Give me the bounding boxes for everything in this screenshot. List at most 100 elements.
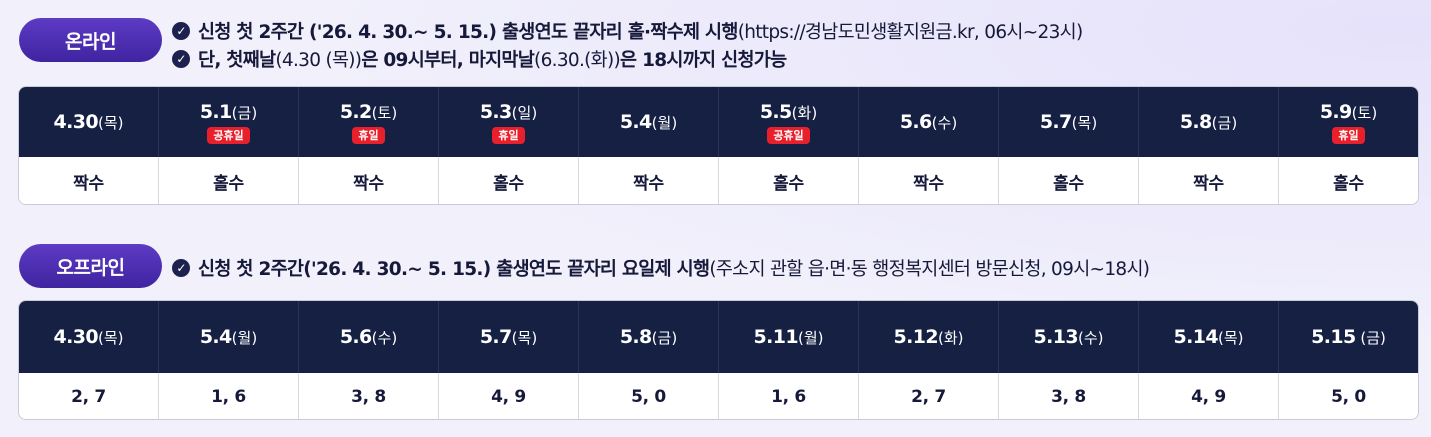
offline-date-cell: 5.12(화): [859, 301, 999, 373]
offline-header-row: 4.30(목) 5.4(월) 5.6(수) 5.7(목) 5.8(금) 5.11(월) 5.…: [19, 301, 1418, 373]
offline-value-cell: 4, 9: [1139, 373, 1279, 419]
date-number: 5.1: [199, 100, 232, 123]
online-value-cell: 홀수: [1279, 157, 1418, 204]
holiday-badge: 공휴일: [767, 126, 810, 144]
online-note-2-bold-3: 은 18시까지 신청가능: [620, 50, 787, 71]
online-value-cell: 홀수: [159, 157, 299, 204]
offline-note-1: ✓ 신청 첫 2주간('26. 4. 30.~ 5. 15.) 출생연도 끝자리…: [172, 254, 1150, 282]
date-label: 5.6(수): [900, 111, 957, 134]
value-text: 1, 6: [211, 387, 246, 407]
value-text: 홀수: [213, 173, 244, 194]
online-date-cell: 4.30(목): [19, 87, 159, 157]
online-value-row: 짝수 홀수 짝수 홀수 짝수 홀수 짝수 홀수 짝수 홀수: [19, 157, 1418, 204]
value-text: 4, 9: [491, 387, 526, 407]
date-label: 5.8(금): [1180, 111, 1237, 134]
date-label: 5.14(목): [1174, 326, 1244, 349]
value-text: 짝수: [913, 173, 944, 194]
offline-value-cell: 1, 6: [719, 373, 859, 419]
offline-value-cell: 4, 9: [439, 373, 579, 419]
check-circle-icon: ✓: [172, 259, 190, 277]
date-number: 5.2: [339, 100, 372, 123]
offline-notes: ✓ 신청 첫 2주간('26. 4. 30.~ 5. 15.) 출생연도 끝자리…: [172, 254, 1150, 282]
online-note-2-bold-2: 은 09시부터, 마지막날: [361, 50, 535, 71]
online-note-2-bold: 단, 첫째날: [198, 50, 276, 71]
date-number: 5.15: [1311, 325, 1356, 348]
day-of-week: (금): [1355, 328, 1386, 347]
day-of-week: (목): [1071, 113, 1098, 132]
day-of-week: (월): [231, 328, 258, 347]
value-text: 5, 0: [1331, 387, 1366, 407]
online-value-cell: 짝수: [1139, 157, 1279, 204]
date-number: 5.7: [1039, 110, 1072, 133]
day-of-week: (목): [511, 328, 538, 347]
online-header-row: 4.30(목) 5.1(금) 공휴일 5.2(토) 휴일 5.3(일) 휴일 5.4(월) 5.…: [19, 87, 1418, 157]
day-of-week: (금): [651, 328, 678, 347]
date-label: 4.30(목): [54, 111, 124, 134]
date-label: 5.4(월): [620, 111, 677, 134]
check-circle-icon: ✓: [172, 22, 190, 40]
date-number: 5.12: [893, 325, 939, 348]
date-label: 5.4(월): [200, 326, 257, 349]
date-label: 5.7(목): [480, 326, 537, 349]
offline-value-cell: 2, 7: [19, 373, 159, 419]
date-number: 4.30: [53, 325, 99, 348]
date-number: 5.6: [339, 325, 372, 348]
day-of-week: (금): [231, 103, 258, 122]
offline-value-cell: 2, 7: [859, 373, 999, 419]
offline-value-cell: 5, 0: [1279, 373, 1418, 419]
date-label: 5.15 (금): [1311, 326, 1386, 349]
offline-date-cell: 5.14(목): [1139, 301, 1279, 373]
offline-note-1-light: (주소지 관할 읍·면·동 행정복지센터 방문신청, 09시~18시): [709, 259, 1150, 280]
online-label: 온라인: [19, 18, 162, 62]
day-of-week: (토): [1351, 103, 1378, 122]
value-text: 2, 7: [911, 387, 946, 407]
date-number: 5.13: [1033, 325, 1079, 348]
date-number: 5.14: [1173, 325, 1219, 348]
holiday-badge: 휴일: [352, 126, 385, 144]
holiday-badge: 휴일: [492, 126, 525, 144]
offline-value-cell: 1, 6: [159, 373, 299, 419]
online-date-cell: 5.5(화) 공휴일: [719, 87, 859, 157]
offline-date-cell: 5.6(수): [299, 301, 439, 373]
day-of-week: (수): [371, 328, 398, 347]
online-date-cell: 5.6(수): [859, 87, 999, 157]
date-number: 5.8: [619, 325, 652, 348]
online-notes: ✓ 신청 첫 2주간 ('26. 4. 30.~ 5. 15.) 출생연도 끝자…: [172, 17, 1083, 73]
day-of-week: (수): [931, 113, 958, 132]
date-label: 5.3(일): [480, 101, 537, 124]
day-of-week: (토): [371, 103, 398, 122]
holiday-badge: 공휴일: [207, 126, 250, 144]
date-label: 5.11(월): [754, 326, 824, 349]
online-note-1-light: (https://경남도민생활지원금.kr, 06시~23시): [737, 22, 1084, 43]
value-text: 홀수: [773, 173, 804, 194]
offline-date-cell: 5.7(목): [439, 301, 579, 373]
offline-date-cell: 4.30(목): [19, 301, 159, 373]
online-value-cell: 홀수: [719, 157, 859, 204]
online-note-1: ✓ 신청 첫 2주간 ('26. 4. 30.~ 5. 15.) 출생연도 끝자…: [172, 17, 1083, 45]
date-label: 5.6(수): [340, 326, 397, 349]
date-number: 5.8: [1179, 110, 1212, 133]
value-text: 짝수: [353, 173, 384, 194]
online-date-cell: 5.1(금) 공휴일: [159, 87, 299, 157]
value-text: 홀수: [1053, 173, 1084, 194]
offline-date-cell: 5.11(월): [719, 301, 859, 373]
online-date-cell: 5.9(토) 휴일: [1279, 87, 1418, 157]
offline-value-cell: 5, 0: [579, 373, 719, 419]
online-note-2: ✓ 단, 첫째날 (4.30 (목)) 은 09시부터, 마지막날 (6.30.(화)…: [172, 45, 1083, 73]
value-text: 5, 0: [631, 387, 666, 407]
day-of-week: (목): [1217, 328, 1244, 347]
online-value-cell: 홀수: [999, 157, 1139, 204]
date-number: 5.9: [1319, 100, 1352, 123]
online-schedule-table: 4.30(목) 5.1(금) 공휴일 5.2(토) 휴일 5.3(일) 휴일 5.4(월) 5.…: [18, 86, 1419, 205]
day-of-week: (금): [1211, 113, 1238, 132]
day-of-week: (수): [1077, 328, 1104, 347]
online-date-cell: 5.3(일) 휴일: [439, 87, 579, 157]
value-text: 4, 9: [1191, 387, 1226, 407]
online-note-2-light-2: (6.30.(화)): [534, 50, 621, 71]
holiday-badge: 휴일: [1332, 126, 1365, 144]
date-number: 5.3: [479, 100, 512, 123]
online-note-2-light: (4.30 (목)): [275, 50, 362, 71]
online-date-cell: 5.7(목): [999, 87, 1139, 157]
date-label: 4.30(목): [54, 326, 124, 349]
date-number: 5.7: [479, 325, 512, 348]
